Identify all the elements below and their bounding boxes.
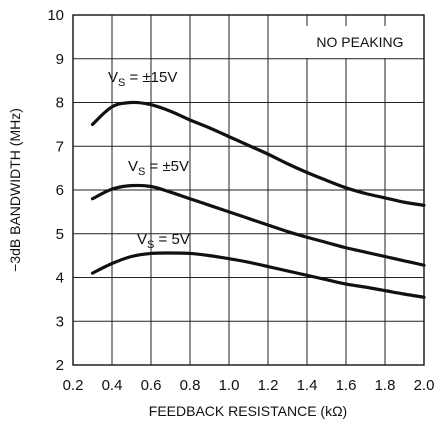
x-tick-label: 1.8 <box>375 377 396 394</box>
curve-vs-5v-single <box>90 251 426 299</box>
y-tick-label: 4 <box>56 270 64 287</box>
series-labels: VS = ±15V VS = ±5V VS = 5V <box>108 69 190 251</box>
x-tick-label: 0.6 <box>141 377 162 394</box>
annotation-background <box>304 26 416 58</box>
y-tick-label: 3 <box>56 313 64 330</box>
x-tick-label: 0.8 <box>180 377 201 394</box>
y-tick-label: 2 <box>56 357 64 374</box>
annotation-no-peaking: NO PEAKING <box>316 34 403 50</box>
plot-frame <box>72 14 425 366</box>
label-vs-15v: VS = ±15V <box>108 69 177 89</box>
y-axis-title: −3dB BANDWIDTH (MHz) <box>7 108 23 272</box>
x-tick-label: 1.4 <box>297 377 318 394</box>
series-curves <box>90 100 426 299</box>
x-tick-label: 2.0 <box>414 377 435 394</box>
label-vs-5v-dual: VS = ±5V <box>128 158 189 178</box>
label-vs-5v-single: VS = 5V <box>137 231 190 251</box>
x-tick-labels: 0.2 0.4 0.6 0.8 1.0 1.2 1.4 1.6 1.8 2.0 <box>63 377 435 394</box>
y-tick-label: 7 <box>56 138 64 155</box>
curve-vs-15v <box>90 100 426 207</box>
y-tick-label: 9 <box>56 51 64 68</box>
x-tick-label: 1.0 <box>219 377 240 394</box>
curve-vs-5v-dual <box>90 183 426 267</box>
x-tick-label: 0.4 <box>102 377 123 394</box>
y-tick-label: 6 <box>56 182 64 199</box>
y-tick-label: 8 <box>56 95 64 112</box>
x-tick-label: 0.2 <box>63 377 84 394</box>
x-tick-label: 1.2 <box>258 377 279 394</box>
y-tick-label: 10 <box>47 7 64 24</box>
x-axis-title: FEEDBACK RESISTANCE (kΩ) <box>149 403 347 419</box>
x-tick-label: 1.6 <box>336 377 357 394</box>
y-tick-labels: 2 3 4 5 6 7 8 9 10 <box>47 7 64 374</box>
y-tick-label: 5 <box>56 226 64 243</box>
grid <box>72 14 425 366</box>
